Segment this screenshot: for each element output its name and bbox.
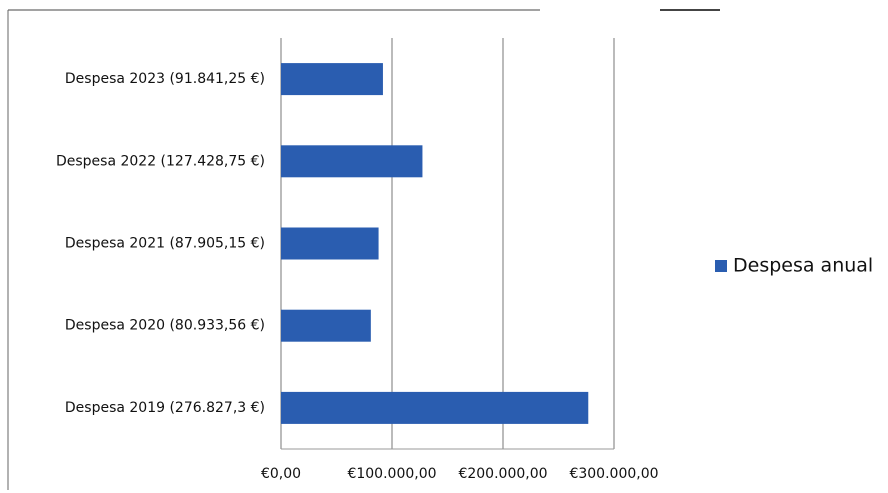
- y-tick-label: Despesa 2020 (80.933,56 €): [65, 318, 265, 334]
- legend-swatch: [715, 260, 727, 272]
- bar: [281, 63, 383, 96]
- x-tick-label: €300.000,00: [569, 466, 658, 482]
- bar: [281, 227, 379, 260]
- x-tick-label: €0,00: [261, 466, 301, 482]
- y-tick-label: Despesa 2021 (87.905,15 €): [65, 236, 265, 252]
- x-tick-label: €100.000,00: [347, 466, 436, 482]
- y-tick-label: Despesa 2023 (91.841,25 €): [65, 71, 265, 87]
- y-tick-label: Despesa 2019 (276.827,3 €): [65, 400, 265, 416]
- legend-label: Despesa anual: [733, 255, 873, 277]
- y-tick-label: Despesa 2022 (127.428,75 €): [56, 153, 265, 169]
- bar: [281, 309, 371, 342]
- bar: [281, 145, 423, 178]
- bar: [281, 391, 589, 424]
- x-tick-label: €200.000,00: [458, 466, 547, 482]
